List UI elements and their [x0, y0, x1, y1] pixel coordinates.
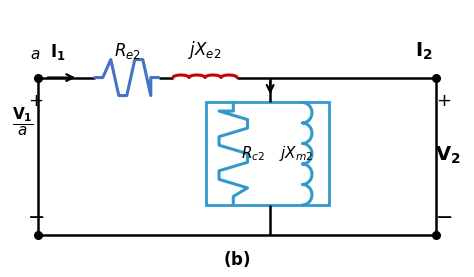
Bar: [206, 102, 329, 205]
Text: $\mathbf{I_2}$: $\mathbf{I_2}$: [415, 41, 433, 62]
Text: $+$: $+$: [436, 92, 451, 110]
Text: $-$: $-$: [27, 206, 44, 226]
Text: $\dfrac{\mathbf{V_1}}{a}$: $\dfrac{\mathbf{V_1}}{a}$: [12, 106, 34, 138]
Text: $jX_{e2}$: $jX_{e2}$: [188, 39, 221, 61]
Text: $a$: $a$: [30, 47, 40, 62]
Text: $\mathbf{(b)}$: $\mathbf{(b)}$: [223, 249, 251, 269]
Text: $\mathbf{I_1}$: $\mathbf{I_1}$: [50, 42, 65, 62]
Text: $+$: $+$: [28, 92, 43, 110]
Text: $\mathbf{V_2}$: $\mathbf{V_2}$: [435, 145, 461, 166]
Text: $jX_{m2}$: $jX_{m2}$: [279, 144, 313, 163]
Text: $-$: $-$: [435, 206, 452, 226]
Text: $R_{e2}$: $R_{e2}$: [114, 41, 140, 61]
Text: $R_{c2}$: $R_{c2}$: [241, 144, 264, 163]
